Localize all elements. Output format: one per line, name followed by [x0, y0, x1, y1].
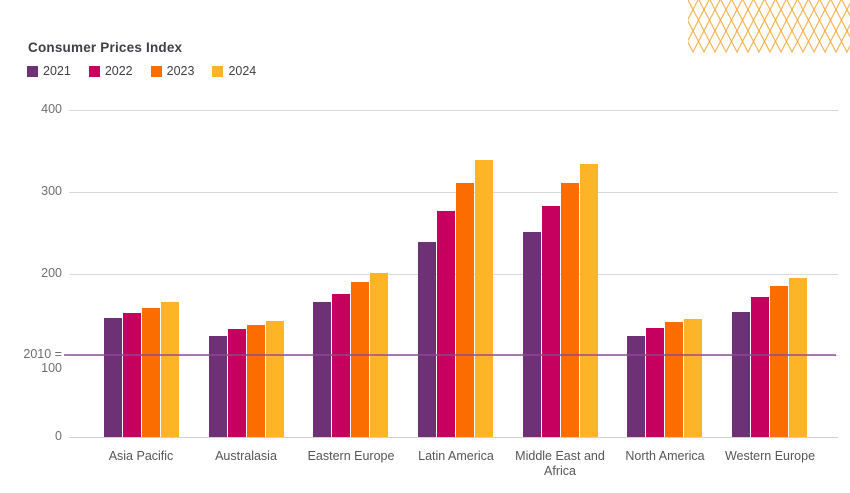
- bar-2023-western-europe[interactable]: [770, 286, 788, 437]
- legend-swatch-icon: [150, 65, 162, 77]
- bar-2023-north-america[interactable]: [665, 322, 683, 437]
- x-category-label-middle-east-and-africa: Middle East and Africa: [515, 449, 605, 478]
- legend-swatch-icon: [27, 65, 38, 77]
- legend-item-label: 2022: [104, 64, 133, 78]
- x-category-label-north-america: North America: [625, 449, 705, 463]
- y-tick-label-300: 300: [41, 184, 62, 198]
- y-tick-label-100: 2010 = 100: [23, 347, 62, 375]
- bar-2021-eastern-europe[interactable]: [313, 302, 331, 437]
- x-category-label-latin-america: Latin America: [418, 449, 494, 463]
- gridline-300: [69, 192, 838, 193]
- bar-2021-latin-america[interactable]: [418, 242, 436, 437]
- gridline-0: [69, 437, 838, 438]
- bar-2021-australasia[interactable]: [209, 336, 227, 437]
- bar-2021-western-europe[interactable]: [732, 312, 750, 437]
- bar-2024-western-europe[interactable]: [789, 278, 807, 437]
- x-category-label-eastern-europe: Eastern Europe: [307, 449, 395, 463]
- bar-2022-asia-pacific[interactable]: [123, 313, 141, 437]
- bar-2022-latin-america[interactable]: [437, 211, 455, 437]
- bar-2024-latin-america[interactable]: [475, 160, 493, 437]
- bar-2023-middle-east-and-africa[interactable]: [561, 183, 579, 437]
- legend-item-label: 2024: [228, 64, 257, 78]
- x-category-label-asia-pacific: Asia Pacific: [108, 449, 174, 463]
- bar-2024-middle-east-and-africa[interactable]: [580, 164, 598, 437]
- legend-swatch-icon: [88, 65, 100, 77]
- x-category-label-australasia: Australasia: [215, 449, 277, 463]
- y-tick-label-400: 400: [41, 102, 62, 116]
- bar-2021-middle-east-and-africa[interactable]: [523, 232, 541, 437]
- legend-item-label: 2023: [166, 64, 195, 78]
- bar-2022-middle-east-and-africa[interactable]: [542, 206, 560, 437]
- bar-2022-western-europe[interactable]: [751, 297, 769, 437]
- legend-item-2024[interactable]: 2024: [212, 64, 256, 78]
- legend: 2021 2022 2023 2024: [27, 64, 256, 78]
- legend-item-2022[interactable]: 2022: [88, 64, 133, 78]
- bar-2023-eastern-europe[interactable]: [351, 282, 369, 437]
- bar-2021-north-america[interactable]: [627, 336, 645, 437]
- bar-2022-eastern-europe[interactable]: [332, 294, 350, 437]
- legend-item-label: 2021: [43, 64, 71, 78]
- legend-item-2021[interactable]: 2021: [27, 64, 71, 78]
- x-category-label-western-europe: Western Europe: [724, 449, 816, 463]
- bar-2022-australasia[interactable]: [228, 329, 246, 437]
- gridline-400: [69, 110, 838, 111]
- bar-2024-north-america[interactable]: [684, 319, 702, 437]
- y-tick-label-200: 200: [41, 266, 62, 280]
- bar-2023-latin-america[interactable]: [456, 183, 474, 437]
- legend-swatch-icon: [212, 65, 224, 77]
- bar-2024-asia-pacific[interactable]: [161, 302, 179, 437]
- bar-2022-north-america[interactable]: [646, 328, 664, 437]
- reference-line-2010-base: [64, 354, 836, 356]
- y-tick-label-0: 0: [55, 429, 62, 443]
- bar-2024-australasia[interactable]: [266, 321, 284, 437]
- bar-2021-asia-pacific[interactable]: [104, 318, 122, 437]
- bar-2023-australasia[interactable]: [247, 325, 265, 437]
- chart-title: Consumer Prices Index: [28, 40, 183, 55]
- bar-2023-asia-pacific[interactable]: [142, 308, 160, 437]
- legend-item-2023[interactable]: 2023: [150, 64, 195, 78]
